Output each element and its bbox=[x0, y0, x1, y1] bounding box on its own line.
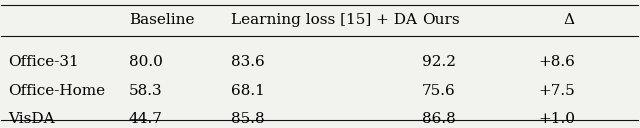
Text: 83.6: 83.6 bbox=[231, 55, 264, 70]
Text: 58.3: 58.3 bbox=[129, 84, 163, 98]
Text: Learning loss [15] + DA: Learning loss [15] + DA bbox=[231, 13, 417, 27]
Text: +1.0: +1.0 bbox=[538, 112, 575, 126]
Text: +7.5: +7.5 bbox=[538, 84, 575, 98]
Text: 75.6: 75.6 bbox=[422, 84, 456, 98]
Text: 86.8: 86.8 bbox=[422, 112, 456, 126]
Text: +8.6: +8.6 bbox=[538, 55, 575, 70]
Text: Δ: Δ bbox=[564, 13, 575, 27]
Text: Office-31: Office-31 bbox=[8, 55, 79, 70]
Text: Baseline: Baseline bbox=[129, 13, 195, 27]
Text: Ours: Ours bbox=[422, 13, 460, 27]
Text: 85.8: 85.8 bbox=[231, 112, 264, 126]
Text: 92.2: 92.2 bbox=[422, 55, 456, 70]
Text: 68.1: 68.1 bbox=[231, 84, 265, 98]
Text: 44.7: 44.7 bbox=[129, 112, 163, 126]
Text: Office-Home: Office-Home bbox=[8, 84, 105, 98]
Text: 80.0: 80.0 bbox=[129, 55, 163, 70]
Text: VisDA: VisDA bbox=[8, 112, 54, 126]
